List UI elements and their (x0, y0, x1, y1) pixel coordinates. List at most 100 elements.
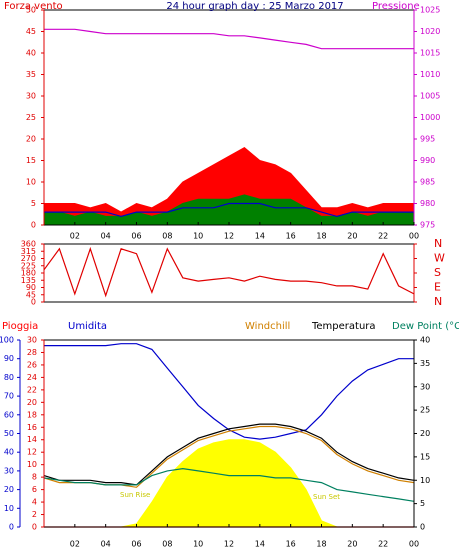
y-tick-label: 8 (32, 473, 37, 482)
x-tick-label: 12 (224, 540, 234, 549)
x-tick-label: 00 (409, 540, 419, 549)
x-tick-label: 16 (286, 232, 296, 241)
series-line (44, 202, 414, 218)
chart-title: 24 hour graph day : 25 Marzo 2017 (166, 1, 343, 12)
y2-tick-label: W (434, 252, 445, 265)
y-tick-label: 15 (26, 156, 36, 165)
y2-tick-label: N (434, 237, 442, 250)
x-tick-label: 16 (286, 540, 296, 549)
y3-tick-label: 0 (9, 523, 14, 532)
y2-tick-label: 1015 (420, 49, 440, 58)
x-tick-label: 04 (101, 540, 111, 549)
x-tick-label: 08 (162, 232, 172, 241)
y-tick-label: 20 (27, 398, 37, 407)
x-tick-label: 06 (131, 232, 141, 241)
series-label: Umidita (68, 321, 107, 332)
y-tick-label: 180 (21, 269, 36, 278)
y-tick-label: 0 (31, 298, 36, 307)
x-tick-label: 18 (316, 540, 326, 549)
y-tick-label: 25 (26, 113, 36, 122)
y3-tick-label: 90 (4, 354, 14, 363)
y2-tick-label: S (434, 266, 441, 279)
y-tick-label: 10 (27, 460, 37, 469)
y-tick-label: 35 (26, 70, 36, 79)
y-tick-label: 315 (21, 247, 36, 256)
y-tick-label: 26 (27, 360, 37, 369)
y-tick-label: 20 (26, 135, 36, 144)
y2-tick-label: 20 (420, 429, 430, 438)
series-line (43, 423, 415, 486)
y2-tick-label: 1010 (420, 70, 440, 79)
y3-tick-label: 50 (4, 429, 14, 438)
y-tick-label: 45 (26, 290, 36, 299)
y3-tick-label: 20 (4, 485, 14, 494)
x-tick-label: 04 (101, 232, 111, 241)
x-tick-label: 10 (193, 232, 203, 241)
y-tick-label: 2 (32, 510, 37, 519)
x-tick-label: 08 (162, 540, 172, 549)
y2-tick-label: 5 (420, 499, 425, 508)
series-line (43, 467, 415, 502)
y-tick-label: 12 (27, 448, 37, 457)
series-label: Windchill (245, 321, 290, 332)
x-tick-label: 22 (378, 232, 388, 241)
y3-tick-label: 10 (4, 504, 14, 513)
series-label: Temperatura (311, 321, 376, 332)
y-tick-label: 14 (27, 435, 37, 444)
x-tick-label: 14 (255, 540, 265, 549)
y3-tick-label: 80 (4, 373, 14, 382)
annotation: Sun Set (313, 493, 340, 501)
y-tick-label: 225 (21, 261, 36, 270)
y3-tick-label: 70 (4, 392, 14, 401)
y2-tick-label: 1000 (420, 113, 440, 122)
y2-tick-label: 25 (420, 406, 430, 415)
y2-tick-label: 0 (420, 523, 425, 532)
y-tick-label: 28 (27, 348, 37, 357)
y-tick-label: 360 (21, 240, 36, 249)
y3-tick-label: 40 (4, 448, 14, 457)
y2-tick-label: N (434, 295, 442, 308)
y2-tick-label: 35 (420, 359, 430, 368)
y2-tick-label: 980 (420, 199, 435, 208)
y2-tick-label: 1025 (420, 6, 440, 15)
series-line (44, 28, 414, 50)
y2-tick-label: 1020 (420, 27, 440, 36)
y2-tick-label: E (434, 281, 441, 294)
y-tick-label: 16 (27, 423, 37, 432)
x-tick-label: 06 (131, 540, 141, 549)
y-tick-label: 4 (32, 498, 37, 507)
x-tick-label: 20 (347, 540, 357, 549)
y-tick-label: 135 (21, 276, 36, 285)
y-tick-label: 24 (27, 373, 37, 382)
y2-tick-label: 985 (420, 178, 435, 187)
y2-tick-label: 40 (420, 336, 430, 345)
y-axis-label: Forza vento (4, 1, 63, 12)
y-tick-label: 6 (32, 485, 37, 494)
y-tick-label: 0 (31, 221, 36, 230)
y-tick-label: 0 (32, 523, 37, 532)
y-tick-label: 22 (27, 385, 37, 394)
y-tick-label: 5 (31, 199, 36, 208)
annotation: Sun Rise (120, 491, 150, 499)
y-tick-label: 10 (26, 178, 36, 187)
y-tick-label: 40 (26, 49, 36, 58)
x-tick-label: 02 (70, 540, 80, 549)
y-tick-label: 30 (27, 336, 37, 345)
y-tick-label: 50 (26, 6, 36, 15)
y-tick-label: 270 (21, 254, 36, 263)
y3-tick-label: 60 (4, 410, 14, 419)
x-tick-label: 22 (378, 540, 388, 549)
y2-tick-label: 995 (420, 135, 435, 144)
series-line (43, 246, 415, 298)
y2-tick-label: 1005 (420, 92, 440, 101)
x-tick-label: 18 (316, 232, 326, 241)
x-tick-label: 12 (224, 232, 234, 241)
x-tick-label: 02 (70, 232, 80, 241)
series-area (43, 146, 415, 226)
x-tick-label: 20 (347, 232, 357, 241)
y-tick-label: 90 (26, 283, 36, 292)
y2-tick-label: 30 (420, 382, 430, 391)
x-tick-label: 14 (255, 232, 265, 241)
y2-tick-label: 10 (420, 476, 430, 485)
